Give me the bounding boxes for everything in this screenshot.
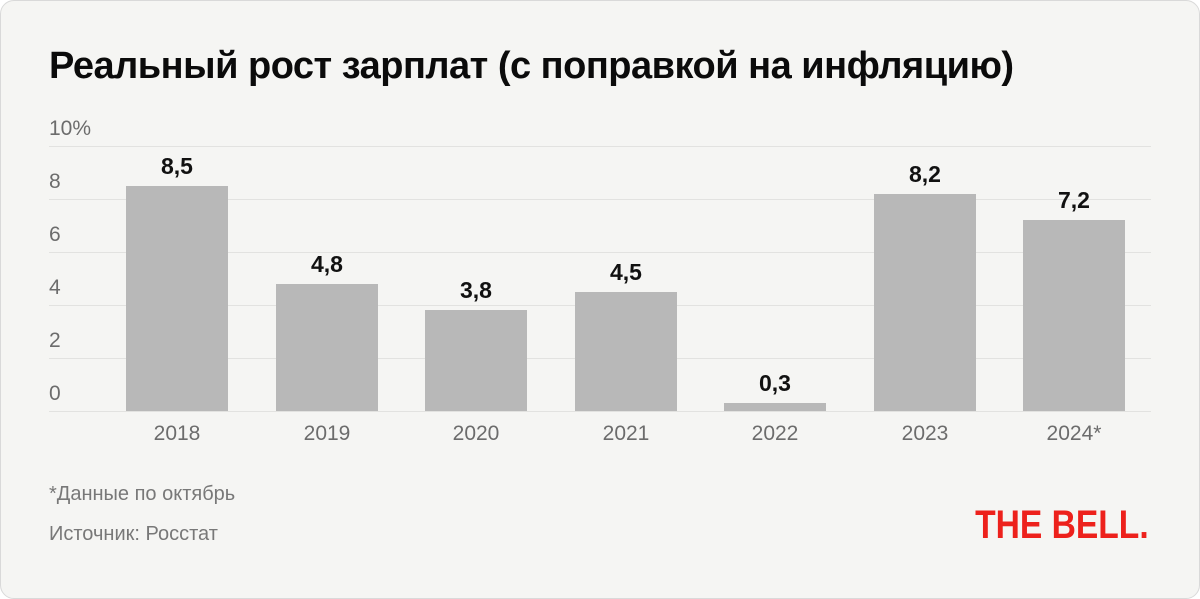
bar-value-label: 3,8: [460, 277, 492, 303]
xtick-label-2022: 2022: [751, 422, 799, 445]
plot-area: 10% 8 6 4 2 0 8,5 2018 4,8 2019 3,8 2020 4,5 2021 0,3 2…: [49, 114, 1151, 459]
bar-2020: [425, 310, 527, 411]
xtick-label-2021: 2021: [602, 422, 650, 445]
ytick-label: 4: [49, 276, 61, 299]
bar-value-label: 8,2: [909, 161, 941, 187]
bar-value-label: 7,2: [1058, 187, 1090, 213]
gridline-6: [49, 252, 1151, 253]
ytick-label: 6: [49, 223, 61, 246]
bar-2019: [276, 284, 378, 411]
bar-2021: [575, 292, 677, 411]
ytick-label: 0: [49, 382, 61, 405]
bar-2018: [126, 186, 228, 411]
ytick-label: 10%: [49, 117, 92, 140]
bar-2022: [724, 403, 826, 411]
ytick-label: 8: [49, 170, 61, 193]
gridline-0: [49, 411, 1151, 412]
bar-2023: [874, 194, 976, 411]
gridline-10pct: [49, 146, 1151, 147]
footnote: *Данные по октябрь: [49, 483, 236, 505]
bar-value-label: 0,3: [759, 370, 791, 396]
xtick-label-2023: 2023: [901, 422, 949, 445]
ytick-label: 2: [49, 329, 61, 352]
xtick-label-2024: 2024*: [1046, 422, 1102, 445]
the-bell-logo: THE BELL.: [975, 503, 1149, 547]
bar-2024: [1023, 220, 1125, 411]
gridline-8: [49, 199, 1151, 200]
chart-title: Реальный рост зарплат (с поправкой на ин…: [49, 45, 1014, 87]
xtick-label-2020: 2020: [452, 422, 500, 445]
source-credit: Источник: Росстат: [49, 523, 218, 545]
bar-value-label: 4,5: [610, 259, 642, 285]
xtick-label-2018: 2018: [153, 422, 201, 445]
bar-value-label: 4,8: [311, 251, 343, 277]
bar-value-label: 8,5: [161, 153, 193, 179]
xtick-label-2019: 2019: [303, 422, 351, 445]
